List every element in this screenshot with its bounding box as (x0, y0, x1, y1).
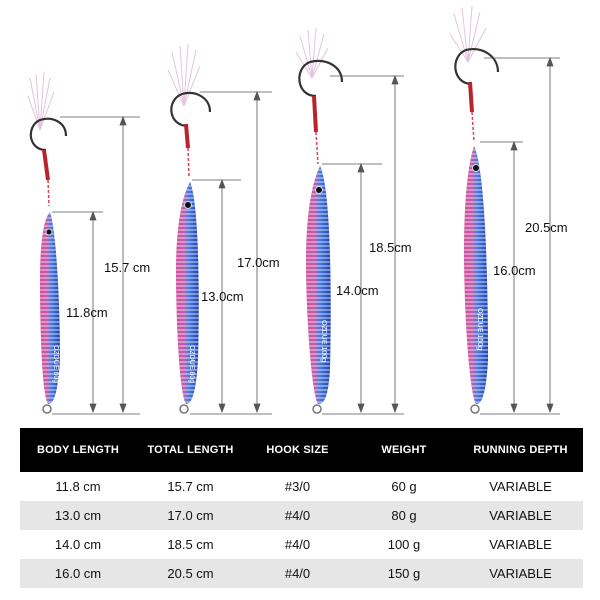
table-row: 14.0 cm 18.5 cm #4/0 100 g VARIABLE (20, 530, 583, 559)
table-row: 13.0 cm 17.0 cm #4/0 80 g VARIABLE (20, 501, 583, 530)
cell-weight: 100 g (387, 537, 421, 552)
assist-cord (468, 81, 474, 113)
cell-total-length: 15.7 cm (167, 479, 214, 494)
total-length-label-4: 20.5cm (525, 220, 568, 235)
assist-cord (184, 123, 190, 149)
total-length-label-1: 15.7 cm (104, 260, 150, 275)
tail-ring (179, 404, 189, 414)
lure-4: OZDUE 150g (449, 5, 500, 414)
lure-side-text: OZDUE 80g (188, 345, 195, 383)
lure-2: OZDUE 80g (167, 43, 212, 414)
cell-body-length: 13.0 cm (20, 501, 136, 530)
feather-skirt (27, 71, 55, 131)
lure-side-text: OZDUE 100g (320, 320, 327, 362)
dimension-lines-3 (322, 74, 404, 415)
header-body-length: BODY LENGTH (20, 428, 136, 472)
lure-size-figure: OZDUE 60g 11.8cm 15.7 cm OZDUE 80g 1 (27, 5, 568, 415)
total-length-label-3: 18.5cm (369, 240, 412, 255)
feather-skirt (449, 5, 487, 63)
body-length-label-2: 13.0cm (201, 289, 244, 304)
tail-ring (470, 404, 480, 414)
lure-eye (472, 164, 480, 172)
dimension-lines-2 (190, 90, 272, 415)
spec-table: BODY LENGTH TOTAL LENGTH HOOK SIZE WEIGH… (20, 428, 583, 588)
cell-body-length: 16.0 cm (20, 559, 136, 588)
total-length-label-2: 17.0cm (237, 255, 280, 270)
header-hook-size: HOOK SIZE (245, 428, 350, 472)
assist-cord (312, 95, 318, 133)
dimension-lines-1 (52, 115, 140, 415)
cell-running-depth: VARIABLE (489, 479, 552, 494)
cell-weight: 60 g (391, 479, 417, 494)
lure-side-text: OZDUE 60g (52, 345, 59, 383)
header-total-length: TOTAL LENGTH (136, 428, 245, 472)
assist-cord (42, 149, 50, 181)
lure-eye (45, 228, 53, 236)
cell-hook-size: #3/0 (284, 479, 311, 494)
cell-hook-size: #4/0 (284, 537, 311, 552)
hook-icon (454, 48, 500, 86)
cell-weight: 150 g (350, 559, 458, 588)
table-row: 11.8 cm 15.7 cm #3/0 60 g VARIABLE (20, 472, 583, 501)
tail-ring (42, 404, 52, 414)
hook-icon (298, 59, 344, 98)
lure-eye (184, 201, 192, 209)
cell-total-length: 20.5 cm (136, 559, 245, 588)
body-length-label-3: 14.0cm (336, 283, 379, 298)
header-weight: WEIGHT (350, 428, 458, 472)
tail-ring (312, 404, 322, 414)
body-length-label-4: 16.0cm (493, 263, 536, 278)
table-row: 16.0 cm 20.5 cm #4/0 150 g VARIABLE (20, 559, 583, 588)
hook-icon (29, 117, 68, 152)
cell-body-length: 14.0 cm (54, 537, 102, 552)
cell-running-depth: VARIABLE (489, 537, 552, 552)
cell-running-depth: VARIABLE (458, 501, 583, 530)
cell-running-depth: VARIABLE (458, 559, 583, 588)
cell-total-length: 17.0 cm (136, 501, 245, 530)
cell-hook-size: #4/0 (245, 559, 350, 588)
cell-body-length: 11.8 cm (55, 479, 101, 494)
dimension-lines-4 (480, 56, 560, 415)
table-header-row: BODY LENGTH TOTAL LENGTH HOOK SIZE WEIGH… (20, 428, 583, 472)
header-running-depth: RUNNING DEPTH (458, 428, 583, 472)
lure-1: OZDUE 60g (27, 71, 68, 414)
cell-weight: 80 g (350, 501, 458, 530)
lure-side-text: OZDUE 150g (476, 308, 483, 350)
lure-3: OZDUE 100g (295, 27, 344, 414)
cell-total-length: 18.5 cm (167, 537, 214, 552)
body-length-label-1: 11.8cm (66, 305, 108, 320)
cell-hook-size: #4/0 (245, 501, 350, 530)
feather-skirt (167, 43, 201, 107)
hook-icon (170, 91, 212, 128)
lure-eye (315, 186, 323, 194)
